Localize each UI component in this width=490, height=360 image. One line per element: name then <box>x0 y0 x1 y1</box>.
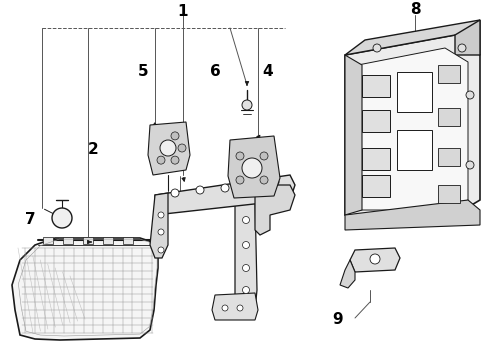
Circle shape <box>243 287 249 293</box>
Bar <box>63 237 73 244</box>
Polygon shape <box>345 55 362 215</box>
Circle shape <box>157 156 165 164</box>
Circle shape <box>236 176 244 184</box>
Circle shape <box>171 189 179 197</box>
Circle shape <box>242 158 262 178</box>
Circle shape <box>243 216 249 224</box>
Polygon shape <box>228 136 280 198</box>
Bar <box>362 148 390 170</box>
Circle shape <box>370 254 380 264</box>
Circle shape <box>260 176 268 184</box>
Text: 9: 9 <box>333 312 343 328</box>
Polygon shape <box>350 248 400 272</box>
Polygon shape <box>345 35 480 215</box>
Polygon shape <box>345 20 480 55</box>
Circle shape <box>242 100 252 110</box>
Text: 7: 7 <box>24 212 35 228</box>
Circle shape <box>243 242 249 248</box>
Bar <box>438 185 460 203</box>
Polygon shape <box>148 122 190 175</box>
Bar <box>362 110 390 132</box>
Bar <box>362 75 390 97</box>
Circle shape <box>171 156 179 164</box>
Circle shape <box>221 184 229 192</box>
Polygon shape <box>345 200 480 230</box>
Circle shape <box>178 144 186 152</box>
Polygon shape <box>455 20 480 55</box>
Text: 4: 4 <box>263 64 273 80</box>
Polygon shape <box>12 238 158 340</box>
Circle shape <box>243 265 249 271</box>
Text: 2: 2 <box>88 143 98 158</box>
Polygon shape <box>212 293 258 320</box>
Bar <box>438 148 460 166</box>
Circle shape <box>248 181 256 189</box>
Circle shape <box>158 247 164 253</box>
Circle shape <box>52 208 72 228</box>
Circle shape <box>260 152 268 160</box>
Circle shape <box>160 140 176 156</box>
Bar <box>397 130 432 170</box>
Bar <box>438 108 460 126</box>
Circle shape <box>373 44 381 52</box>
Polygon shape <box>340 260 355 288</box>
Text: 8: 8 <box>410 3 420 18</box>
Bar <box>438 65 460 83</box>
Circle shape <box>158 229 164 235</box>
Bar <box>103 237 113 244</box>
Circle shape <box>158 212 164 218</box>
Bar <box>397 72 432 112</box>
Text: 1: 1 <box>178 4 188 19</box>
Polygon shape <box>235 198 257 312</box>
Text: 6: 6 <box>210 64 220 80</box>
Bar <box>83 237 93 244</box>
Circle shape <box>196 186 204 194</box>
Polygon shape <box>155 175 295 215</box>
Polygon shape <box>358 48 468 210</box>
Text: 5: 5 <box>138 64 148 80</box>
Bar <box>43 237 53 244</box>
Circle shape <box>466 161 474 169</box>
Bar <box>362 175 390 197</box>
Circle shape <box>237 305 243 311</box>
Polygon shape <box>255 172 295 235</box>
Bar <box>123 237 133 244</box>
Circle shape <box>236 152 244 160</box>
Circle shape <box>271 178 279 186</box>
Polygon shape <box>150 193 168 258</box>
Circle shape <box>171 132 179 140</box>
Circle shape <box>466 91 474 99</box>
Circle shape <box>222 305 228 311</box>
Circle shape <box>458 44 466 52</box>
